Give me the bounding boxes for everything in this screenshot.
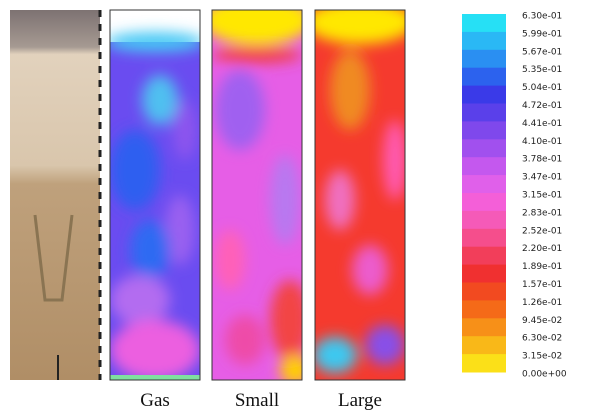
colorbar-label: 3.47e-01 bbox=[522, 173, 562, 183]
colorbar-swatch bbox=[462, 265, 506, 283]
colorbar-swatch bbox=[462, 50, 506, 68]
gas-field bbox=[105, 10, 205, 380]
colorbar-label: 3.15e-02 bbox=[522, 352, 562, 362]
colorbar-swatch bbox=[462, 175, 506, 193]
colorbar-swatch bbox=[462, 68, 506, 86]
colorbar-swatch bbox=[462, 193, 506, 211]
figure: 6.30e-01 5.99e-01 5.67e-01 5.35e-01 5.04e-01… bbox=[0, 0, 605, 416]
panel-label: Small bbox=[235, 390, 279, 411]
colorbar-label: 4.72e-01 bbox=[522, 101, 562, 111]
colorbar-label: 3.78e-01 bbox=[522, 155, 562, 165]
colorbar-label: 2.83e-01 bbox=[522, 208, 562, 218]
colorbar-label: 1.89e-01 bbox=[522, 262, 562, 272]
colorbar: 6.30e-01 5.99e-01 5.67e-01 5.35e-01 5.04e-01… bbox=[462, 12, 567, 380]
photo bbox=[10, 10, 100, 380]
colorbar-label: 3.15e-01 bbox=[522, 191, 562, 201]
colorbar-swatch bbox=[462, 157, 506, 175]
colorbar-swatch bbox=[462, 300, 506, 318]
colorbar-label: 2.20e-01 bbox=[522, 244, 562, 254]
colorbar-swatch bbox=[462, 32, 506, 50]
colorbar-swatch bbox=[462, 86, 506, 104]
colorbar-swatch bbox=[462, 139, 506, 157]
colorbar-label: 5.99e-01 bbox=[522, 29, 562, 39]
colorbar-label: 1.26e-01 bbox=[522, 298, 562, 308]
small-field bbox=[202, 0, 312, 385]
colorbar-swatch bbox=[462, 14, 506, 32]
colorbar-label: 9.45e-02 bbox=[522, 316, 562, 326]
colorbar-swatch bbox=[462, 318, 506, 336]
colorbar-label: 4.10e-01 bbox=[522, 137, 562, 147]
colorbar-label: 5.35e-01 bbox=[522, 65, 562, 75]
colorbar-label: 4.41e-01 bbox=[522, 119, 562, 129]
panel-label: Large bbox=[338, 390, 382, 411]
colorbar-label: 2.52e-01 bbox=[522, 226, 562, 236]
colorbar-label: 6.30e-01 bbox=[522, 12, 562, 22]
colorbar-swatch bbox=[462, 211, 506, 229]
colorbar-swatch bbox=[462, 283, 506, 301]
colorbar-swatch bbox=[462, 104, 506, 122]
colorbar-label: 5.04e-01 bbox=[522, 83, 562, 93]
colorbar-swatch bbox=[462, 229, 506, 247]
colorbar-swatch bbox=[462, 121, 506, 139]
colorbar-label: 6.30e-02 bbox=[522, 334, 562, 344]
large-field bbox=[305, 0, 415, 380]
colorbar-label: 0.00e+00 bbox=[522, 370, 567, 380]
panel-label: Gas bbox=[140, 390, 170, 411]
colorbar-label: 5.67e-01 bbox=[522, 47, 562, 57]
colorbar-swatch bbox=[462, 354, 506, 372]
colorbar-label: 1.57e-01 bbox=[522, 280, 562, 290]
colorbar-swatch bbox=[462, 336, 506, 354]
colorbar-swatch bbox=[462, 247, 506, 265]
